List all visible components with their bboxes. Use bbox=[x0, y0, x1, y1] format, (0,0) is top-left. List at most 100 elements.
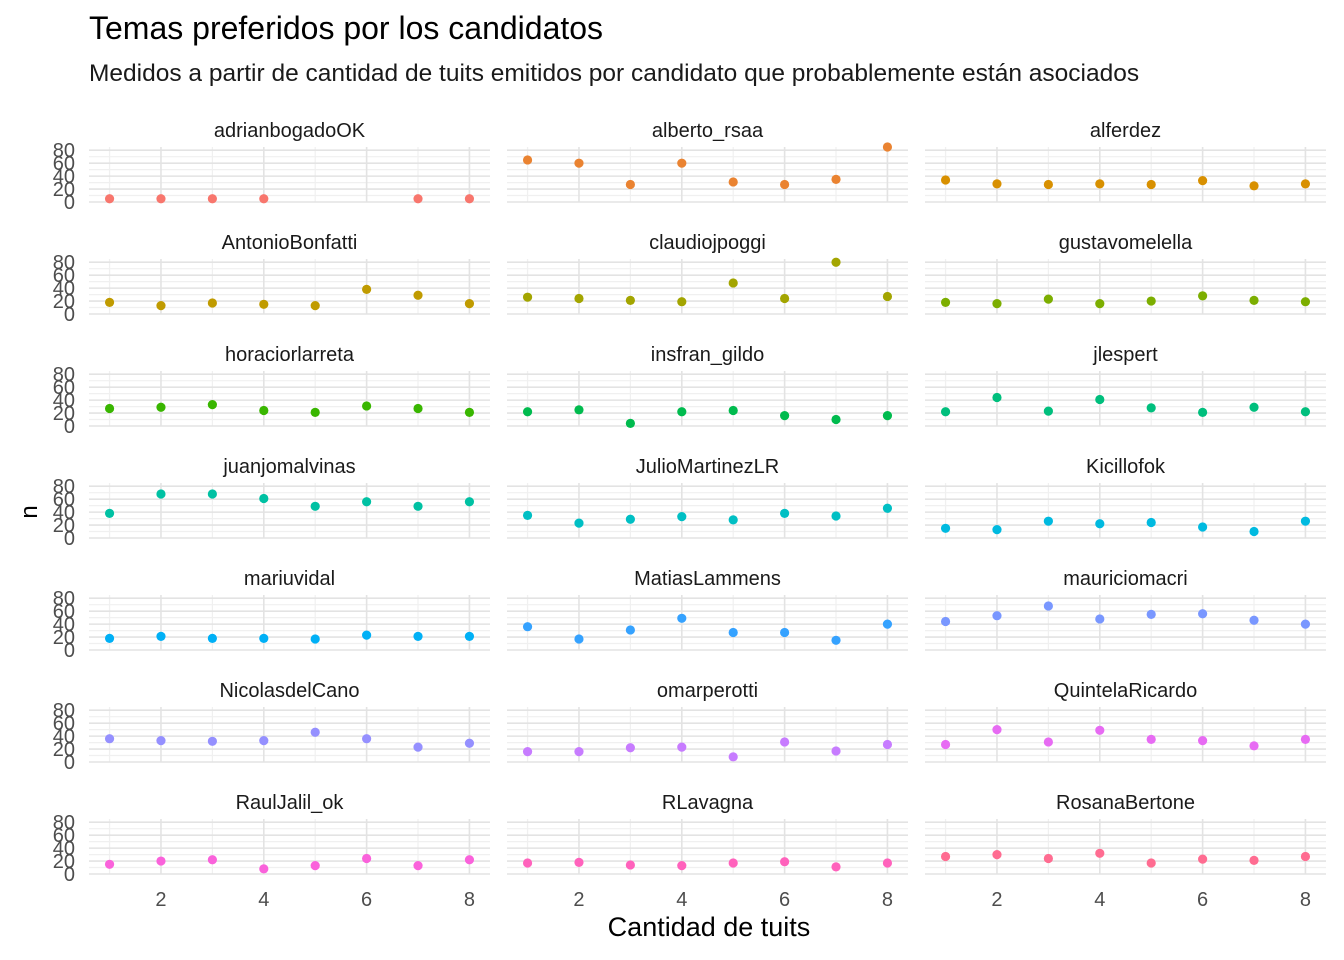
data-point bbox=[104, 194, 115, 204]
y-tick-label: 20 bbox=[53, 851, 75, 873]
chart-title: Temas preferidos por los candidatos bbox=[89, 10, 604, 46]
data-point bbox=[728, 858, 738, 868]
facet-label: mariuvidal bbox=[244, 568, 335, 590]
y-tick-label: 80 bbox=[53, 588, 75, 610]
data-point bbox=[259, 194, 269, 204]
facet-label: mauriciomacri bbox=[1063, 568, 1187, 590]
data-point bbox=[1198, 522, 1208, 532]
data-point bbox=[574, 518, 584, 528]
data-point bbox=[940, 175, 951, 185]
data-point bbox=[207, 298, 217, 308]
data-point bbox=[310, 860, 320, 871]
x-tick-label: 4 bbox=[1094, 889, 1105, 911]
facet-panel: gustavomelella bbox=[925, 232, 1326, 315]
data-point bbox=[992, 849, 1002, 860]
y-tick-label: 80 bbox=[53, 252, 75, 274]
x-tick-label: 6 bbox=[779, 889, 790, 911]
data-point bbox=[1249, 855, 1259, 866]
data-point bbox=[574, 293, 584, 304]
data-point bbox=[1146, 858, 1156, 868]
data-point bbox=[259, 864, 269, 874]
data-point bbox=[1198, 407, 1208, 418]
data-point bbox=[1146, 179, 1156, 190]
data-point bbox=[522, 155, 533, 165]
data-point bbox=[574, 857, 584, 867]
data-point bbox=[1095, 299, 1105, 309]
y-tick-label: 80 bbox=[53, 700, 75, 722]
data-point bbox=[992, 392, 1002, 403]
data-point bbox=[522, 622, 533, 632]
facet-label: gustavomelella bbox=[1059, 232, 1193, 254]
data-point bbox=[362, 401, 372, 411]
data-point bbox=[413, 860, 423, 871]
y-tick-label: 20 bbox=[53, 403, 75, 425]
data-point bbox=[1095, 614, 1105, 624]
y-tick-label: 20 bbox=[53, 739, 75, 761]
data-point bbox=[259, 405, 269, 416]
data-point bbox=[1146, 517, 1156, 528]
data-point bbox=[1043, 516, 1053, 526]
data-point bbox=[992, 611, 1002, 621]
data-point bbox=[780, 508, 790, 519]
y-tick-label: 60 bbox=[53, 713, 75, 735]
data-point bbox=[156, 194, 166, 204]
chart-subtitle: Medidos a partir de cantidad de tuits em… bbox=[89, 60, 1140, 87]
data-point bbox=[1249, 402, 1259, 412]
data-point bbox=[362, 497, 372, 507]
data-point bbox=[1043, 601, 1053, 611]
data-point bbox=[207, 736, 217, 746]
facet-panel: jlespert bbox=[925, 344, 1326, 427]
data-point bbox=[1043, 406, 1053, 416]
data-point bbox=[1300, 516, 1311, 526]
facet-panel: Kicillofok bbox=[925, 456, 1326, 539]
facet-panel: RosanaBertone 2 4 6 8 bbox=[925, 792, 1326, 911]
data-point bbox=[413, 290, 423, 300]
y-tick-label: 60 bbox=[53, 601, 75, 623]
data-point bbox=[104, 859, 115, 869]
facet-panel: MatiasLammens bbox=[507, 568, 908, 651]
data-point bbox=[831, 746, 841, 756]
data-point bbox=[780, 411, 790, 421]
data-point bbox=[156, 489, 166, 499]
data-point bbox=[522, 292, 533, 302]
y-tick-label: 20 bbox=[53, 515, 75, 537]
y-tick-label: 40 bbox=[53, 726, 75, 748]
data-point bbox=[940, 297, 951, 307]
data-point bbox=[677, 860, 687, 871]
data-point bbox=[522, 747, 533, 757]
data-point bbox=[413, 403, 423, 414]
data-point bbox=[831, 257, 841, 267]
data-point bbox=[1249, 526, 1259, 537]
x-tick-label: 6 bbox=[1197, 889, 1208, 911]
data-point bbox=[1146, 734, 1156, 744]
data-point bbox=[574, 747, 584, 757]
facet-label: RosanaBertone bbox=[1056, 792, 1195, 814]
data-point bbox=[413, 742, 423, 752]
facet-label: Kicillofok bbox=[1086, 456, 1166, 478]
data-point bbox=[464, 738, 475, 748]
data-point bbox=[728, 278, 738, 288]
data-point bbox=[1300, 179, 1311, 189]
y-tick-label: 40 bbox=[53, 278, 75, 300]
data-point bbox=[780, 857, 790, 867]
facet-label: NicolasdelCano bbox=[219, 680, 359, 702]
data-point bbox=[104, 633, 115, 643]
data-point bbox=[1146, 609, 1156, 620]
data-point bbox=[362, 853, 372, 864]
data-point bbox=[156, 402, 166, 412]
x-tick-label: 4 bbox=[258, 889, 269, 911]
data-point bbox=[207, 194, 217, 204]
y-tick-label: 0 bbox=[64, 416, 75, 438]
data-point bbox=[362, 630, 372, 640]
data-point bbox=[104, 297, 115, 307]
data-point bbox=[677, 742, 687, 752]
y-tick-label: 0 bbox=[64, 752, 75, 774]
data-point bbox=[1095, 179, 1105, 189]
data-point bbox=[677, 407, 687, 417]
data-point bbox=[882, 291, 893, 302]
data-point bbox=[259, 493, 269, 504]
y-tick-label: 60 bbox=[53, 153, 75, 175]
